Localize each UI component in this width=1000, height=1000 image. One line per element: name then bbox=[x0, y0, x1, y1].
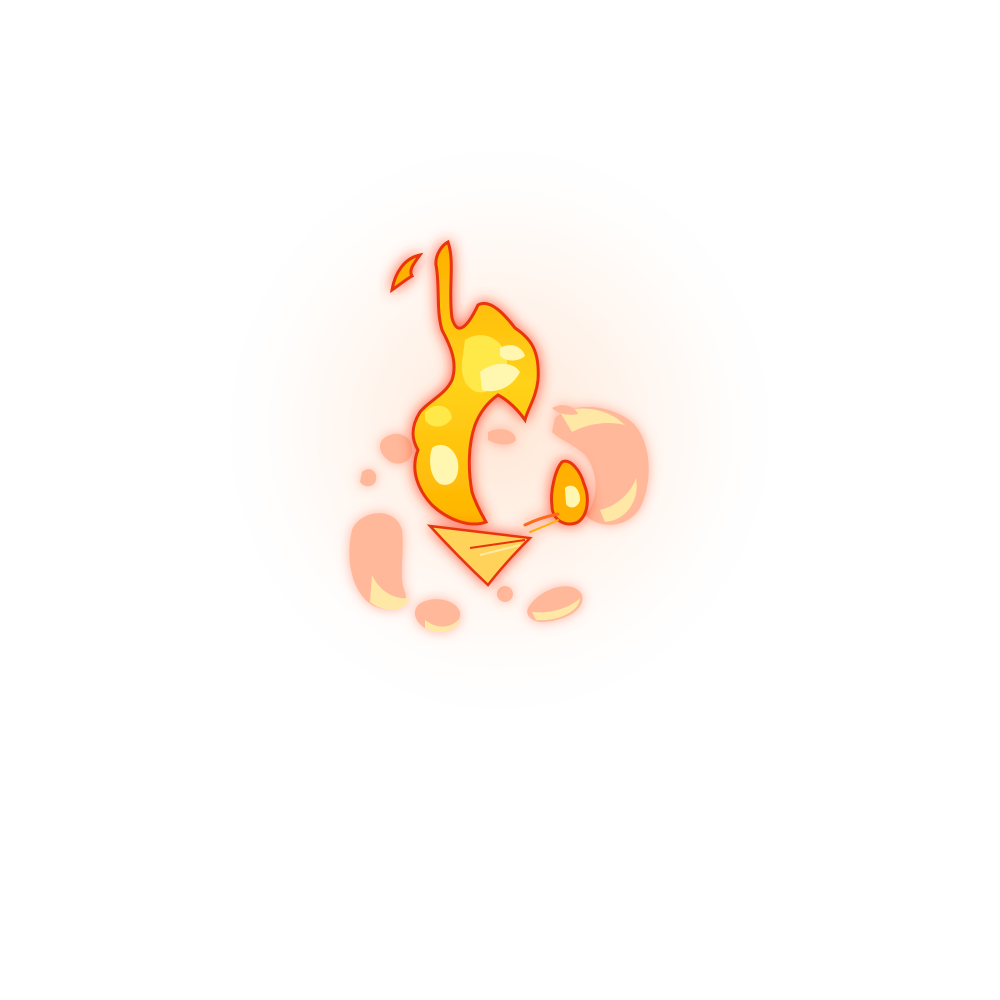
main-flame bbox=[411, 239, 540, 526]
smoke-puffs bbox=[349, 405, 649, 633]
smoke-puff-right bbox=[552, 406, 649, 525]
ember-shard bbox=[426, 524, 533, 587]
smoke-wisp-top bbox=[488, 405, 578, 445]
flame-tendril bbox=[389, 252, 424, 294]
small-flame bbox=[523, 459, 589, 533]
smoke-puff-bottom-left bbox=[414, 599, 461, 633]
smoke-puff-left bbox=[349, 513, 410, 610]
smoke-wisp-left bbox=[360, 433, 413, 487]
ember-dot bbox=[497, 586, 513, 602]
smoke-puff-bottom-right bbox=[527, 586, 583, 622]
